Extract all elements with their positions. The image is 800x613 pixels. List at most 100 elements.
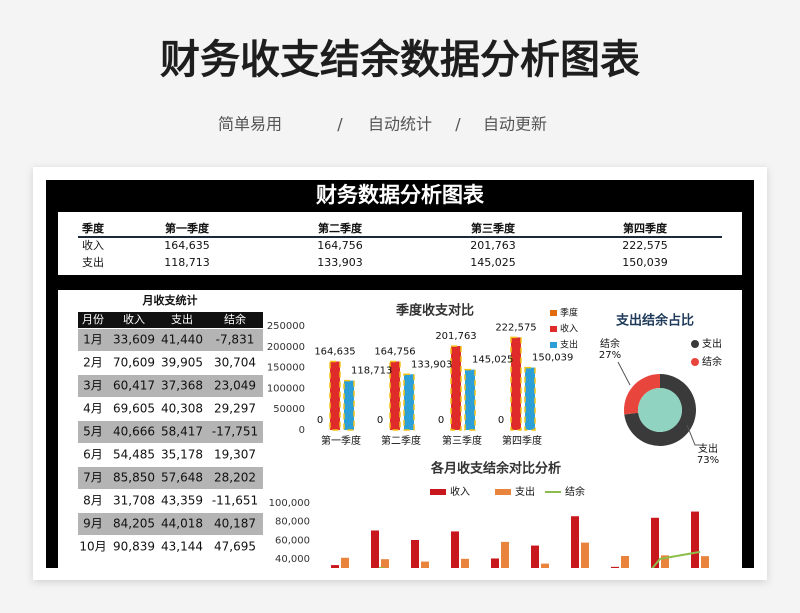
bar — [464, 368, 476, 431]
x-tick-label: 10月 — [688, 598, 713, 611]
table-cell: 23,049 — [214, 379, 256, 393]
table-header: 第四季度 — [623, 221, 668, 235]
bar — [451, 531, 459, 568]
table-cell: 6月 — [83, 448, 103, 462]
table-cell: 222,575 — [622, 239, 668, 252]
table-cell: 85,850 — [113, 471, 155, 485]
table-cell: 90,839 — [113, 540, 155, 554]
subtitle-part: 简单易用 — [218, 115, 282, 134]
data-label: 0 — [377, 415, 383, 426]
data-label: 145,025 — [472, 355, 513, 366]
bar — [661, 555, 669, 568]
x-tick-label: 7月 — [571, 598, 589, 611]
table-cell: 8月 — [83, 494, 103, 508]
data-label: 133,903 — [411, 359, 452, 370]
x-tick-label: 2月 — [371, 598, 389, 611]
table-cell: 201,763 — [470, 239, 516, 252]
table-cell: 164,635 — [164, 239, 210, 252]
subtitle-part: 自动统计 — [368, 115, 432, 134]
pie-center — [638, 388, 682, 432]
pie-label: 结余 — [600, 337, 620, 350]
x-tick-label: 第四季度 — [502, 434, 542, 447]
legend-label: 收入 — [450, 485, 470, 498]
subtitle-part: / — [455, 115, 461, 134]
x-tick-label: 第三季度 — [442, 434, 482, 447]
table-cell: 145,025 — [470, 256, 516, 269]
chart-title: 支出结余占比 — [615, 313, 694, 329]
table-cell: 43,359 — [161, 494, 203, 508]
table-cell: 44,018 — [161, 517, 203, 531]
data-label: 118,713 — [351, 366, 392, 377]
x-tick-label: 第二季度 — [381, 434, 421, 447]
table-cell: 收入 — [82, 238, 104, 252]
table-cell: 118,713 — [164, 256, 210, 269]
data-label: 0 — [438, 415, 444, 426]
y-tick-label: 40,000 — [275, 554, 310, 565]
table-cell: 31,708 — [113, 494, 155, 508]
table-cell: -11,651 — [212, 494, 258, 508]
table-header: 结余 — [224, 312, 246, 326]
table-header: 收入 — [123, 312, 145, 326]
bar — [491, 558, 499, 568]
row-bg — [78, 513, 263, 535]
bar — [691, 511, 699, 568]
legend-label: 季度 — [560, 307, 578, 319]
bar — [581, 542, 589, 568]
bar — [461, 558, 469, 568]
table-cell: 4月 — [83, 402, 103, 416]
bar — [411, 540, 419, 568]
legend-swatch — [495, 489, 511, 495]
bar — [571, 516, 579, 568]
table-cell: 39,905 — [161, 356, 203, 370]
table-header: 月份 — [82, 313, 104, 326]
y-tick-label: 60,000 — [275, 535, 310, 546]
y-tick-label: 100000 — [267, 383, 305, 394]
data-label: 0 — [498, 415, 504, 426]
legend-swatch — [691, 340, 699, 348]
table-cell: 29,297 — [214, 402, 256, 416]
table-header: 第二季度 — [318, 221, 363, 235]
y-tick-label: 150000 — [267, 363, 305, 374]
quarter-table-bg — [58, 212, 742, 275]
bar — [501, 541, 509, 568]
row-bg — [78, 421, 263, 443]
table-cell: 164,756 — [317, 239, 363, 252]
y-tick-label: 0 — [304, 592, 310, 603]
bar — [541, 563, 549, 568]
legend-swatch — [550, 310, 557, 316]
table-cell: 37,368 — [161, 379, 203, 393]
legend-label: 支出 — [702, 337, 722, 350]
row-bg — [78, 375, 263, 397]
table-header: 支出 — [171, 312, 193, 326]
table-cell: 19,307 — [214, 448, 256, 462]
y-tick-label: 0 — [299, 425, 305, 436]
y-tick-label: 80,000 — [275, 517, 310, 528]
x-tick-label: 第一季度 — [321, 434, 361, 447]
x-tick-label: 3月 — [411, 598, 429, 611]
table-cell: 150,039 — [622, 256, 668, 269]
table-cell: 47,695 — [214, 540, 256, 554]
legend-swatch — [430, 489, 446, 495]
bar — [341, 557, 349, 568]
bar — [450, 345, 462, 431]
legend-swatch — [550, 342, 557, 348]
bar — [524, 366, 536, 431]
bar — [403, 373, 415, 431]
data-label: 164,756 — [374, 346, 415, 357]
chart-title: 季度收支对比 — [395, 303, 474, 319]
table-cell: 40,308 — [161, 402, 203, 416]
pie-value: 73% — [697, 455, 719, 466]
legend-swatch — [550, 326, 557, 332]
x-tick-label: 5月 — [491, 598, 509, 611]
y-tick-label: 50000 — [273, 404, 305, 415]
table-header-bg — [78, 312, 263, 328]
table-cell: 40,666 — [113, 425, 155, 439]
subtitle-part: 自动更新 — [483, 115, 547, 134]
pie-label: 支出 — [698, 442, 718, 455]
table-cell: 33,609 — [113, 333, 155, 347]
x-tick-label: 8月 — [611, 598, 629, 611]
table-cell: 70,609 — [113, 356, 155, 370]
legend-label: 支出 — [515, 485, 535, 498]
pie-slice — [624, 374, 696, 446]
